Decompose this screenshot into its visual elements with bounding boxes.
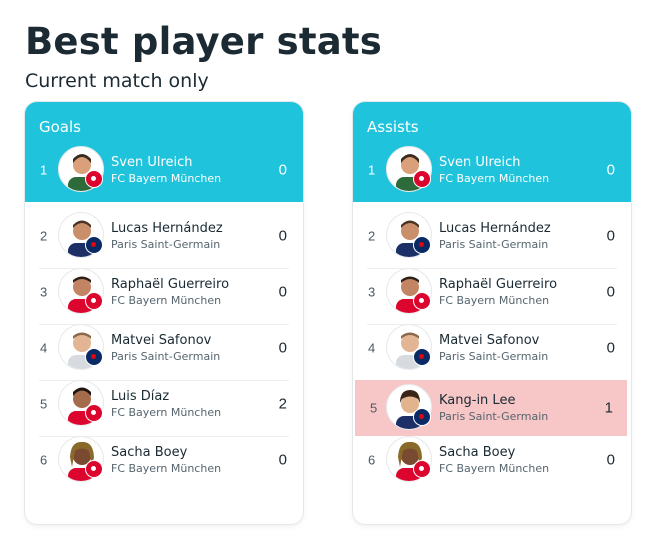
player-name: Kang-in Lee xyxy=(439,393,516,408)
player-team: Paris Saint-Germain xyxy=(111,238,221,251)
player-name: Lucas Hernández xyxy=(111,221,223,236)
psg-badge-icon xyxy=(85,348,103,366)
player-goals-value: 0 xyxy=(278,451,287,469)
player-team: FC Bayern München xyxy=(439,294,550,307)
player-assists-value: 0 xyxy=(606,161,615,179)
player-avatar xyxy=(386,212,432,258)
assists-row-4[interactable]: 4 Matvei Safonov Paris Saint-Germain 0 xyxy=(353,320,631,376)
page-title: Best player stats xyxy=(25,20,383,63)
player-assists-value: 0 xyxy=(606,283,615,301)
rank: 6 xyxy=(40,452,48,468)
player-team: FC Bayern München xyxy=(111,462,222,475)
player-name: Matvei Safonov xyxy=(111,333,212,348)
rank: 5 xyxy=(40,396,48,412)
psg-badge-icon xyxy=(413,236,431,254)
player-team: Paris Saint-Germain xyxy=(439,350,549,363)
player-assists-value: 1 xyxy=(604,399,613,417)
divider xyxy=(39,268,289,269)
assists-card-title: Assists xyxy=(367,118,419,136)
goals-row-4[interactable]: 4 Matvei Safonov Paris Saint-Germain 0 xyxy=(25,320,303,376)
player-name: Sven Ulreich xyxy=(439,155,521,170)
goals-row-3[interactable]: 3 Raphaël Guerreiro FC Bayern München 0 xyxy=(25,264,303,320)
player-name: Luis Díaz xyxy=(111,389,170,404)
player-team: Paris Saint-Germain xyxy=(439,238,549,251)
psg-badge-icon xyxy=(413,348,431,366)
goals-row-6[interactable]: 6 Sacha Boey FC Bayern München 0 xyxy=(25,432,303,488)
divider xyxy=(39,324,289,325)
player-team: FC Bayern München xyxy=(111,294,222,307)
player-name: Raphaël Guerreiro xyxy=(439,277,558,292)
rank: 2 xyxy=(40,228,48,244)
rank: 1 xyxy=(40,162,48,178)
assists-card: Assists 1 Sven Ulreich FC Bayern München… xyxy=(353,102,631,524)
player-name: Sacha Boey xyxy=(111,445,188,460)
page-subtitle: Current match only xyxy=(25,70,209,92)
goals-row-1[interactable]: 1 Sven Ulreich FC Bayern München 0 xyxy=(25,142,303,198)
fc-bayern-badge-icon xyxy=(85,170,103,188)
player-team: FC Bayern München xyxy=(439,462,550,475)
fc-bayern-badge-icon xyxy=(85,460,103,478)
player-goals-value: 0 xyxy=(278,161,287,179)
rank: 1 xyxy=(368,162,376,178)
goals-row-5[interactable]: 5 Luis Díaz FC Bayern München 2 xyxy=(25,376,303,432)
player-name: Raphaël Guerreiro xyxy=(111,277,230,292)
player-name: Sacha Boey xyxy=(439,445,516,460)
player-team: Paris Saint-Germain xyxy=(439,410,549,423)
rank: 2 xyxy=(368,228,376,244)
rank: 5 xyxy=(370,400,378,416)
goals-card-header: Goals 1 Sven Ulreich FC Bayern München 0 xyxy=(25,102,303,202)
goals-card: Goals 1 Sven Ulreich FC Bayern München 0… xyxy=(25,102,303,524)
divider xyxy=(367,324,617,325)
rank: 3 xyxy=(40,284,48,300)
goals-row-2[interactable]: 2 Lucas Hernández Paris Saint-Germain 0 xyxy=(25,208,303,264)
player-avatar xyxy=(58,146,104,192)
player-goals-value: 0 xyxy=(278,227,287,245)
fc-bayern-badge-icon xyxy=(413,460,431,478)
fc-bayern-badge-icon xyxy=(85,292,103,310)
divider xyxy=(39,436,289,437)
player-team: FC Bayern München xyxy=(111,406,222,419)
player-goals-value: 0 xyxy=(278,283,287,301)
divider xyxy=(367,268,617,269)
rank: 3 xyxy=(368,284,376,300)
player-team: Paris Saint-Germain xyxy=(111,350,221,363)
assists-row-1[interactable]: 1 Sven Ulreich FC Bayern München 0 xyxy=(353,142,631,198)
fc-bayern-badge-icon xyxy=(85,404,103,422)
rank: 6 xyxy=(368,452,376,468)
player-name: Matvei Safonov xyxy=(439,333,540,348)
psg-badge-icon xyxy=(85,236,103,254)
assists-row-5-highlighted[interactable]: 5 Kang-in Lee Paris Saint-Germain 1 xyxy=(355,380,627,436)
psg-badge-icon xyxy=(413,408,431,426)
rank: 4 xyxy=(368,340,376,356)
player-assists-value: 0 xyxy=(606,227,615,245)
player-name: Sven Ulreich xyxy=(111,155,193,170)
player-goals-value: 0 xyxy=(278,339,287,357)
assists-row-3[interactable]: 3 Raphaël Guerreiro FC Bayern München 0 xyxy=(353,264,631,320)
goals-card-title: Goals xyxy=(39,118,81,136)
assists-row-6[interactable]: 6 Sacha Boey FC Bayern München 0 xyxy=(353,432,631,488)
player-goals-value: 2 xyxy=(278,395,287,413)
player-team: FC Bayern München xyxy=(439,172,550,185)
player-team: FC Bayern München xyxy=(111,172,222,185)
assists-row-2[interactable]: 2 Lucas Hernández Paris Saint-Germain 0 xyxy=(353,208,631,264)
fc-bayern-badge-icon xyxy=(413,170,431,188)
assists-card-header: Assists 1 Sven Ulreich FC Bayern München… xyxy=(353,102,631,202)
rank: 4 xyxy=(40,340,48,356)
player-assists-value: 0 xyxy=(606,339,615,357)
fc-bayern-badge-icon xyxy=(413,292,431,310)
player-name: Lucas Hernández xyxy=(439,221,551,236)
player-assists-value: 0 xyxy=(606,451,615,469)
divider xyxy=(39,380,289,381)
